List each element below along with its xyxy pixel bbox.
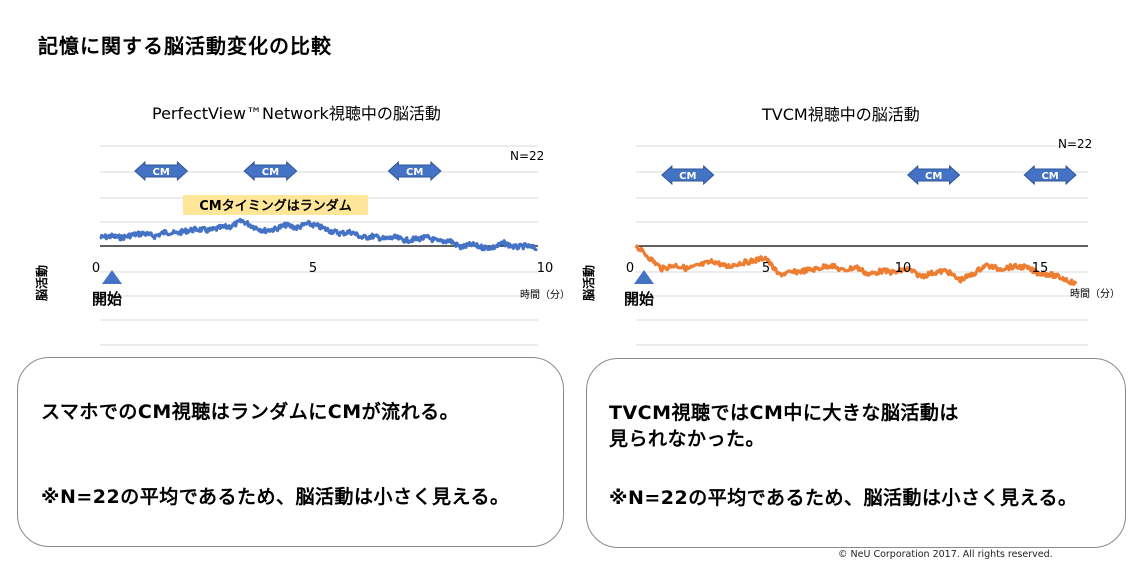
right-tick-label-1: 5 (762, 261, 770, 276)
right-cm-arrow-0-shape (661, 164, 715, 186)
right-cm-arrow-0: CM (661, 164, 715, 186)
right-cm-arrow-1-shape (907, 164, 961, 186)
left-cm-arrow-2-shape (387, 160, 442, 182)
right-summary-box: TVCM視聴ではCM中に大きな脳活動は 見られなかった。 ※N=22の平均である… (586, 358, 1126, 548)
left-tick-label-2: 10 (537, 261, 554, 276)
left-n-label: N=22 (510, 149, 544, 163)
charts-area: CM CM CM N=22 CMタイミングはランダム 0 5 10 開始 時間（分） 脳活動 CM CM… (34, 137, 1120, 346)
left-start-label: 開始 (92, 290, 122, 308)
left-x-axis-label: 時間（分） (520, 289, 570, 301)
left-start-marker (102, 270, 122, 284)
page-title: 記憶に関する脳活動変化の比較 (38, 34, 332, 58)
right-chart-title: TVCM視聴中の脳活動 (762, 105, 920, 124)
right-start-marker (634, 270, 654, 284)
right-cm-arrow-2-label: CM (1041, 171, 1058, 182)
right-cm-arrow-0-label: CM (679, 171, 696, 182)
right-cm-arrow-2: CM (1023, 164, 1077, 186)
left-note-text: CMタイミングはランダム (199, 198, 351, 214)
right-tick-label-0: 0 (626, 261, 634, 276)
right-tick-label-2: 10 (895, 261, 912, 276)
left-cm-arrow-2-label: CM (406, 167, 423, 178)
left-cm-arrow-0-shape (134, 160, 189, 182)
right-series-line-0 (634, 244, 1078, 286)
left-cm-arrow-2: CM (387, 160, 442, 182)
left-cm-arrow-1: CM (243, 160, 298, 182)
left-y-axis-label: 脳活動 (34, 265, 49, 301)
left-cm-arrow-1-shape (243, 160, 298, 182)
left-cm-arrow-1-label: CM (262, 167, 279, 178)
right-n-label: N=22 (1058, 137, 1092, 151)
left-note-bg (183, 195, 368, 215)
left-series-line-0 (99, 217, 538, 252)
copyright-notice: © NeU Corporation 2017. All rights reser… (838, 549, 1053, 560)
left-cm-arrow-0-label: CM (153, 167, 170, 178)
right-summary-line1: TVCM視聴ではCM中に大きな脳活動は 見られなかった。 (609, 402, 959, 450)
right-cm-arrow-2-shape (1023, 164, 1077, 186)
right-cm-arrow-1-label: CM (925, 171, 942, 182)
right-y-axis-label: 脳活動 (581, 265, 596, 301)
right-tick-label-3: 15 (1032, 261, 1049, 276)
left-summary-line1: スマホでのCM視聴はランダムにCMが流れる。 (41, 401, 460, 423)
left-chart-title: PerfectView™Network視聴中の脳活動 (152, 104, 441, 123)
left-cm-arrow-0: CM (134, 160, 189, 182)
left-tick-label-0: 0 (92, 261, 100, 276)
left-summary-line2: ※N=22の平均であるため、脳活動は小さく見える。 (41, 486, 510, 508)
left-tick-label-1: 5 (309, 261, 317, 276)
right-cm-arrow-1: CM (907, 164, 961, 186)
right-start-label: 開始 (624, 290, 654, 308)
right-x-axis-label: 時間（分） (1070, 288, 1120, 300)
right-summary-line2: ※N=22の平均であるため、脳活動は小さく見える。 (609, 487, 1078, 509)
left-summary-box: スマホでのCM視聴はランダムにCMが流れる。 ※N=22の平均であるため、脳活動… (17, 357, 564, 547)
